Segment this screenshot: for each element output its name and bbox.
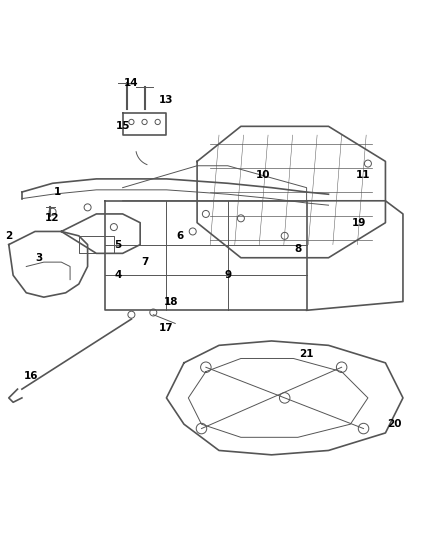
Text: 11: 11: [356, 169, 371, 180]
Text: 20: 20: [387, 419, 402, 429]
Text: 6: 6: [176, 231, 183, 241]
Text: 2: 2: [5, 231, 12, 241]
Text: 3: 3: [36, 253, 43, 263]
Text: 15: 15: [115, 122, 130, 131]
Text: 16: 16: [23, 371, 38, 381]
Text: 13: 13: [159, 95, 174, 105]
Text: 17: 17: [159, 323, 174, 333]
Text: 21: 21: [299, 349, 314, 359]
Text: 7: 7: [141, 257, 148, 267]
Text: 9: 9: [224, 270, 231, 280]
Text: 12: 12: [45, 213, 60, 223]
Text: 19: 19: [352, 217, 366, 228]
Text: 18: 18: [163, 296, 178, 306]
Text: 5: 5: [115, 240, 122, 249]
Text: 10: 10: [255, 169, 270, 180]
Text: 8: 8: [294, 244, 301, 254]
Text: 14: 14: [124, 77, 139, 87]
Text: 4: 4: [115, 270, 122, 280]
Text: 1: 1: [53, 187, 60, 197]
